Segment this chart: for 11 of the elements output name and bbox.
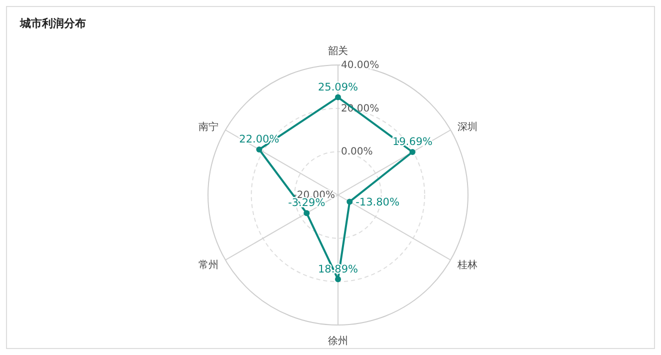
data-label: 25.09%: [318, 81, 358, 94]
spoke-label: 南宁: [198, 121, 218, 133]
spoke-label: 徐州: [328, 335, 348, 347]
spoke-label: 韶关: [328, 45, 348, 57]
spoke-label: 深圳: [458, 121, 478, 133]
text: 城市利润分布: [19, 17, 86, 30]
y-tick-label: 40.00%: [341, 60, 380, 71]
spoke-label: 常州: [198, 259, 218, 271]
data-label: -13.80%: [356, 196, 400, 209]
y-tick-label: 0.00%: [341, 146, 373, 158]
spoke-label: 桂林: [456, 259, 478, 271]
